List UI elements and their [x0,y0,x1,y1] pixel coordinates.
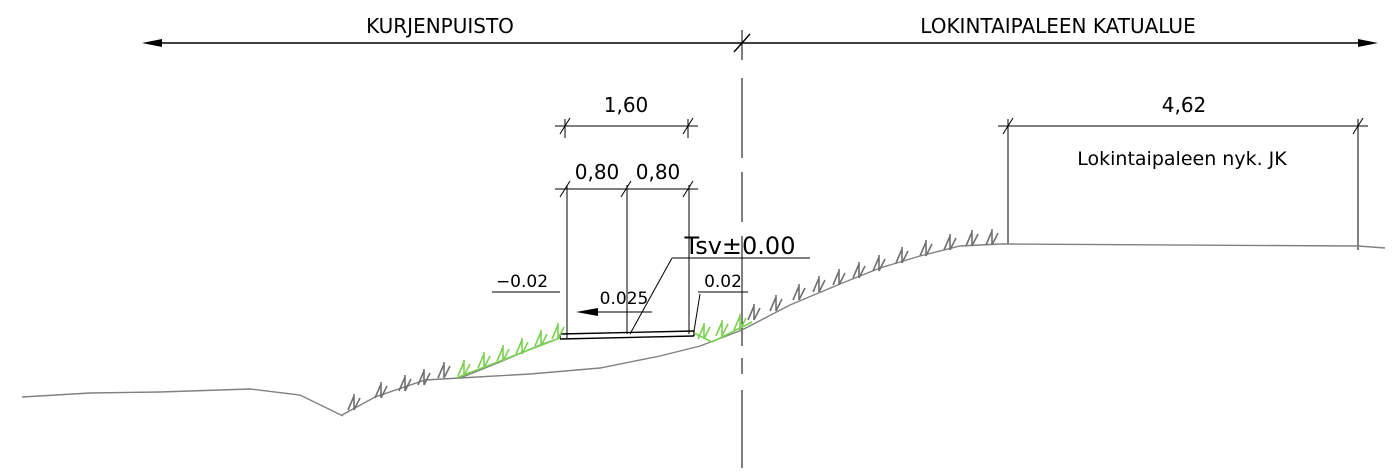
existing-path-label: Lokintaipaleen nyk. JK [1077,148,1287,170]
zone-label-left: KURJENPUISTO [366,14,514,38]
dimension-total-width [555,117,698,138]
arrow-left-icon [576,308,598,316]
existing-street-surface [999,243,1386,249]
ground-profile-existing [459,243,1001,379]
slope-label-left: −0.02 [496,272,548,292]
slope-label-right: 0.02 [704,272,742,292]
dimension-existing-path [998,117,1368,250]
grass-symbols-green [457,314,747,377]
ground-profile-upper [341,337,561,416]
slope-label-middle: 0.025 [600,289,649,309]
dimension-total-width-label: 1,60 [604,93,649,117]
path-structure [559,330,695,340]
dimension-left-half-label: 0,80 [575,160,620,184]
dimension-existing-path-label: 4,62 [1162,93,1207,117]
grass-symbols-dark [347,229,999,411]
zone-label-right: LOKINTAIPALEEN KATUALUE [920,14,1195,38]
arrow-right-icon [1358,39,1378,47]
arrow-left-icon [142,39,162,47]
dimension-right-half-label: 0,80 [636,160,681,184]
zone-boundary-line [142,33,1378,53]
level-label: Tsv±0.00 [684,232,796,260]
ground-profile-lower [21,388,344,417]
